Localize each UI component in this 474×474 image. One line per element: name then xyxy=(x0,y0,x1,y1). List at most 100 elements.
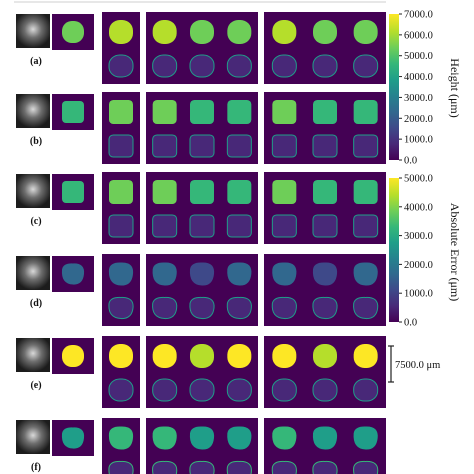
photo-thumbnail xyxy=(16,94,50,128)
row-label: (c) xyxy=(30,216,41,227)
predicted-height xyxy=(152,180,177,204)
ground-truth-object xyxy=(62,345,84,367)
predicted-height xyxy=(312,426,338,450)
predicted-height xyxy=(152,344,177,368)
figure-row: (b) xyxy=(16,92,386,164)
colorbar-tick-label: 7000.0 xyxy=(404,10,433,21)
predicted-height xyxy=(272,426,297,450)
figure-row: (c) xyxy=(16,172,386,244)
error-map xyxy=(271,54,297,78)
predicted-height xyxy=(108,426,134,450)
predicted-height xyxy=(109,100,133,124)
ground-truth-object xyxy=(62,101,84,123)
error-map xyxy=(226,378,252,402)
ground-truth-object xyxy=(62,181,84,203)
predicted-height xyxy=(312,262,338,286)
figure-row: (f) xyxy=(16,418,386,474)
predicted-height xyxy=(272,262,297,286)
predicted-height xyxy=(272,180,297,204)
error-colorbar-label: Absolute Error (μm) xyxy=(448,203,462,301)
photo-thumbnail xyxy=(16,338,50,372)
error-map xyxy=(189,134,215,158)
predicted-height xyxy=(353,180,378,204)
error-map xyxy=(312,214,338,238)
error-map xyxy=(312,296,338,320)
colorbar-tick-label: 1000.0 xyxy=(404,135,433,146)
error-colorbar-gradient xyxy=(389,178,399,322)
predicted-height xyxy=(353,344,378,368)
error-map xyxy=(152,214,178,238)
colorbar-tick-label: 4000.0 xyxy=(404,72,433,83)
error-map xyxy=(312,54,338,78)
photo-thumbnail xyxy=(16,420,50,454)
predicted-height xyxy=(189,262,215,286)
predicted-height xyxy=(109,344,133,368)
colorbar-tick-label: 5000.0 xyxy=(404,174,433,185)
predicted-height xyxy=(109,180,133,204)
height-colorbar-label: Height (μm) xyxy=(448,58,462,117)
error-map xyxy=(226,296,252,320)
ground-truth-object xyxy=(61,263,85,285)
predicted-height xyxy=(272,100,297,124)
row-label: (a) xyxy=(30,56,42,67)
scale-bar: 7500.0 μm xyxy=(388,345,440,383)
predicted-height xyxy=(313,100,337,124)
error-map xyxy=(353,378,379,402)
error-map xyxy=(152,378,178,402)
predicted-height xyxy=(189,426,215,450)
predicted-height xyxy=(353,426,378,450)
predicted-height xyxy=(227,20,252,44)
error-map xyxy=(226,214,252,238)
error-map xyxy=(108,134,134,158)
error-map xyxy=(108,296,134,320)
predicted-height xyxy=(227,262,252,286)
row-label: (e) xyxy=(30,380,41,391)
error-map xyxy=(189,214,215,238)
predicted-height xyxy=(353,20,378,44)
error-map xyxy=(152,296,178,320)
colorbar-tick-label: 3000.0 xyxy=(404,93,433,104)
predicted-height xyxy=(108,262,134,286)
error-map xyxy=(271,378,297,402)
predicted-height xyxy=(227,426,252,450)
photo-thumbnail xyxy=(16,174,50,208)
error-map xyxy=(152,460,178,474)
predicted-height xyxy=(227,180,252,204)
photo-thumbnail xyxy=(16,14,50,48)
figure-row: (e) xyxy=(16,336,386,408)
error-map xyxy=(312,378,338,402)
colorbar-tick-label: 3000.0 xyxy=(404,231,433,242)
error-map xyxy=(312,460,338,474)
colorbar-tick-label: 6000.0 xyxy=(404,30,433,41)
error-map xyxy=(189,296,215,320)
ground-truth-object xyxy=(61,427,85,449)
ground-truth-object xyxy=(62,21,84,43)
predicted-height xyxy=(152,100,177,124)
colorbar-tick-label: 2000.0 xyxy=(404,114,433,125)
error-map xyxy=(108,54,134,78)
row-label: (b) xyxy=(30,136,42,147)
predicted-height xyxy=(227,344,252,368)
predicted-height xyxy=(227,100,252,124)
colorbar-tick-label: 2000.0 xyxy=(404,260,433,271)
predicted-height xyxy=(190,344,214,368)
colorbar-tick-label: 0.0 xyxy=(404,318,417,329)
error-map xyxy=(108,378,134,402)
predicted-height xyxy=(353,262,378,286)
height-colorbar-gradient xyxy=(389,14,399,160)
figure-row: (d) xyxy=(16,254,386,326)
photo-thumbnail xyxy=(16,256,50,290)
predicted-height xyxy=(190,20,214,44)
error-map xyxy=(108,214,134,238)
colorbar-tick-label: 1000.0 xyxy=(404,289,433,300)
error-map xyxy=(353,460,379,474)
colorbar-tick-label: 0.0 xyxy=(404,156,417,167)
row-label: (d) xyxy=(30,298,42,309)
error-map xyxy=(271,134,297,158)
predicted-height xyxy=(152,20,177,44)
figure-row: (a) xyxy=(16,12,386,84)
error-colorbar: 5000.0 4000.0 3000.0 2000.0 1000.0 0.0 Absolu… xyxy=(389,174,462,329)
error-map xyxy=(271,460,297,474)
error-map xyxy=(226,460,252,474)
